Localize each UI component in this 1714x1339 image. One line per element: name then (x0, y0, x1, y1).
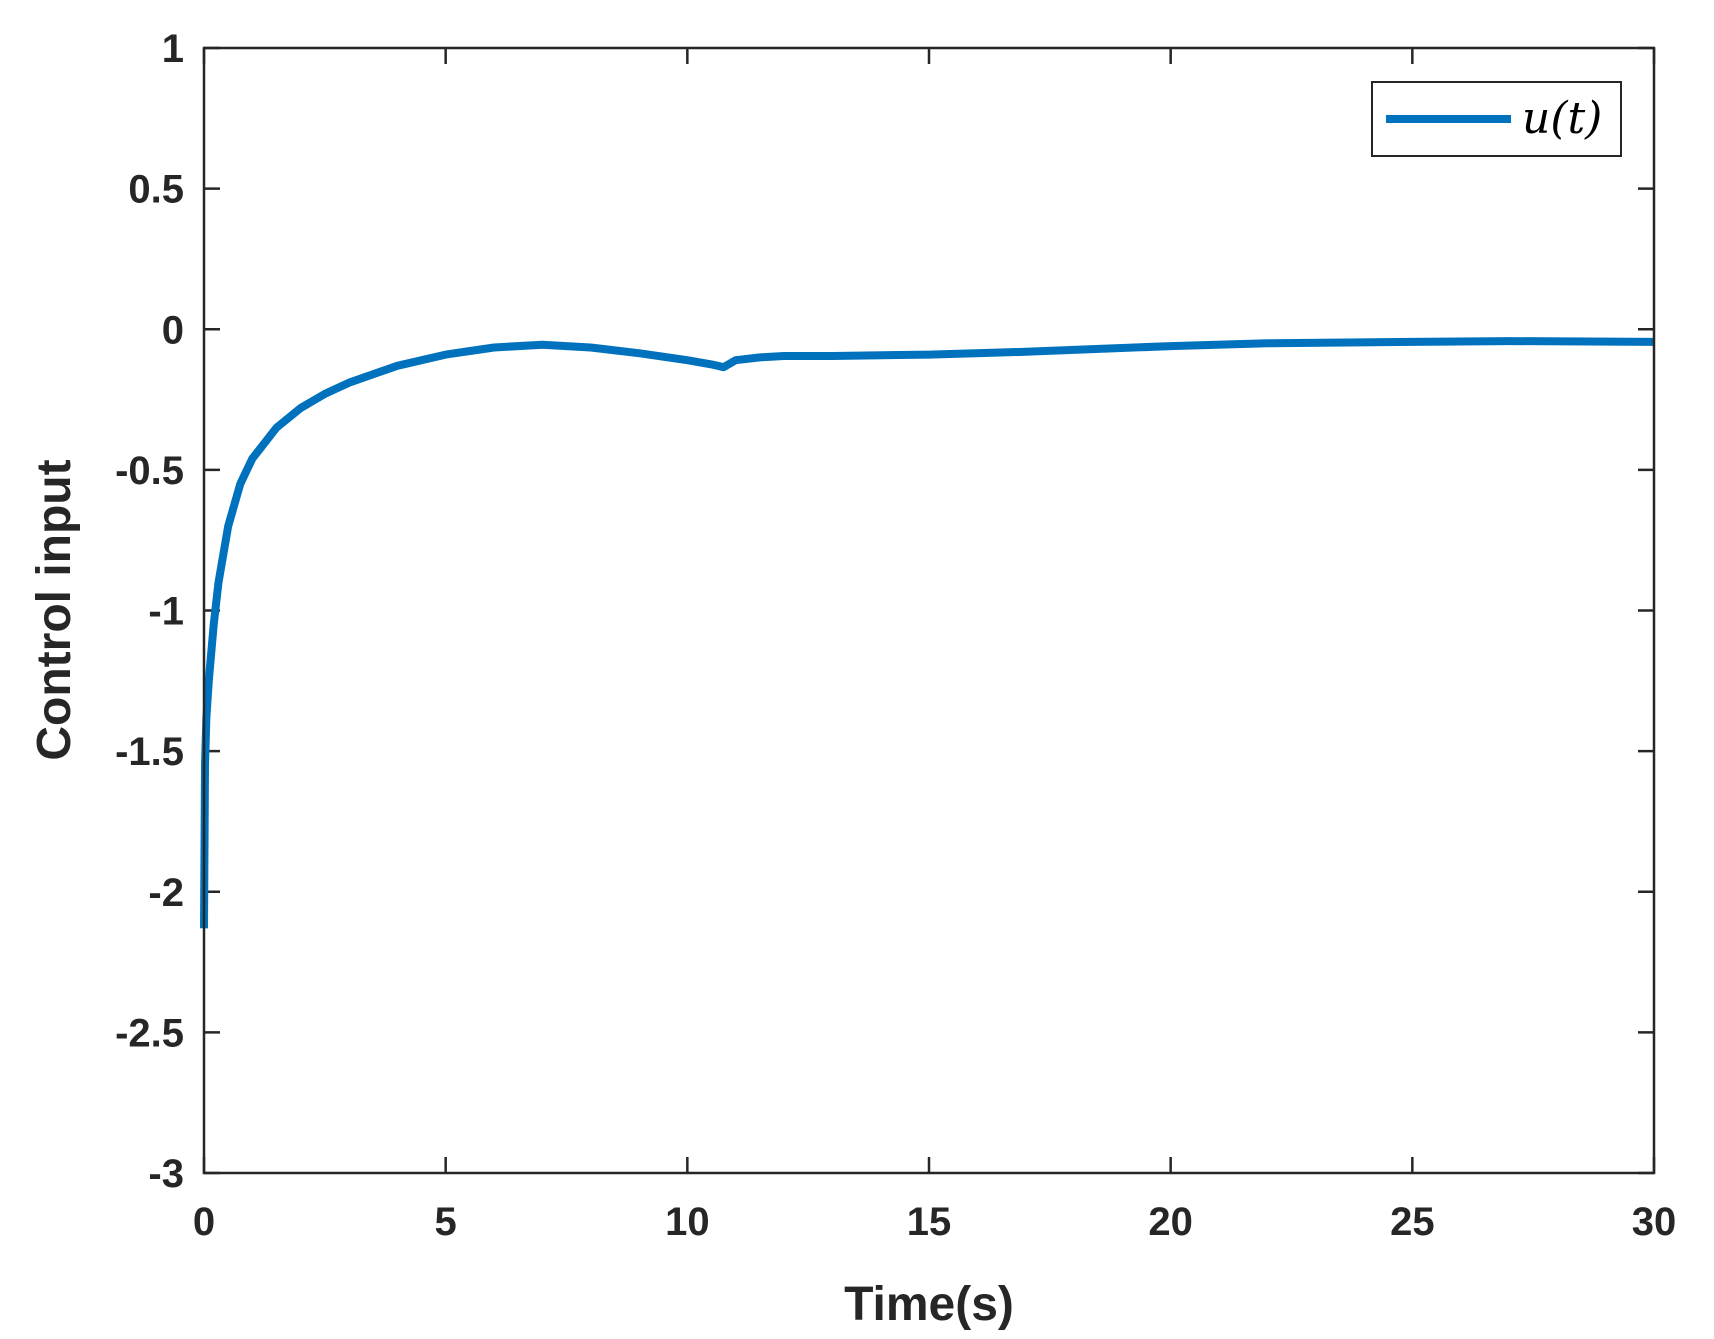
x-tick-label: 15 (907, 1200, 952, 1244)
y-axis-label: Control input (28, 459, 81, 760)
y-tick-label: -3 (148, 1152, 184, 1196)
plot-frame (202, 46, 1656, 1175)
x-tick-label: 20 (1148, 1200, 1193, 1244)
legend-label: u(t) (1522, 93, 1602, 144)
legend: u(t) (1371, 81, 1622, 157)
x-tick-label: 30 (1632, 1200, 1677, 1244)
x-tick-label: 5 (435, 1200, 457, 1244)
y-tick-label: -2 (148, 871, 184, 915)
y-tick-label: -1.5 (115, 730, 184, 774)
x-tick-labels: 0 5 10 15 20 25 30 (193, 1200, 1676, 1244)
plot-area (204, 48, 1654, 1173)
y-tick-label: -2.5 (115, 1011, 184, 1055)
x-tick-label: 0 (193, 1200, 215, 1244)
y-tick-label: 0.5 (128, 168, 184, 212)
x-tick-label: 10 (665, 1200, 710, 1244)
x-axis-label: Time(s) (844, 1278, 1014, 1331)
series-line (200, 337, 1655, 929)
y-tick-labels: -3 -2.5 -2 -1.5 -1 -0.5 0 0.5 1 (115, 27, 184, 1196)
x-tick-label: 25 (1390, 1200, 1435, 1244)
y-tick-label: 1 (162, 27, 184, 71)
y-tick-label: 0 (162, 308, 184, 352)
y-tick-label: -0.5 (115, 449, 184, 493)
y-tick-label: -1 (148, 590, 184, 634)
series-layer (200, 337, 1655, 929)
